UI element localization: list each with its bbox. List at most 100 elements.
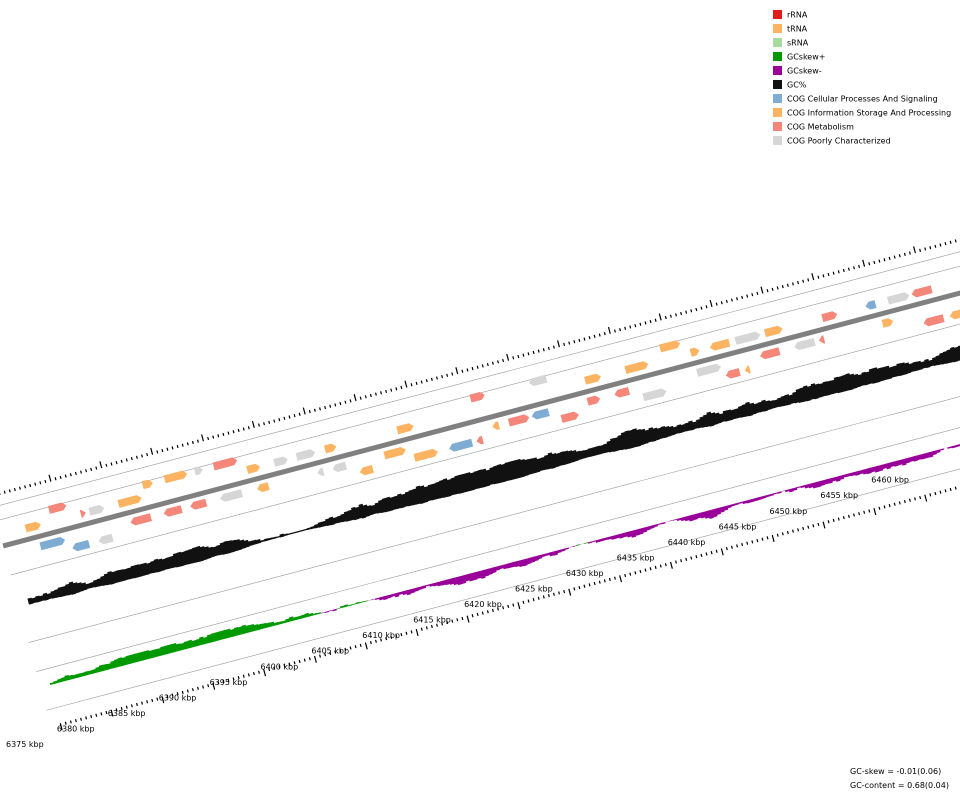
ruler-tick <box>451 372 454 376</box>
gc-skew-negative <box>367 599 372 601</box>
ruler-tick <box>792 529 794 533</box>
gc-skew-negative <box>413 587 419 592</box>
gc-skew-negative <box>525 557 532 565</box>
ruler-tick <box>914 497 916 501</box>
gc-content-bar <box>77 582 84 593</box>
ruler-tick <box>558 591 561 595</box>
gc-skew-negative <box>935 449 941 454</box>
ruler-tick <box>232 677 235 681</box>
gc-skew-negative <box>831 476 837 482</box>
gene <box>39 537 66 551</box>
ruler-tick <box>197 686 199 690</box>
gc-content-bar <box>279 533 285 538</box>
ruler-tick <box>166 447 169 451</box>
ruler-tick <box>908 498 911 502</box>
ruler-tick <box>436 623 438 627</box>
ruler-tick <box>858 264 861 269</box>
ruler-label: 6460 kbp <box>871 476 909 485</box>
ruler-tick <box>675 313 677 317</box>
gc-skew-negative <box>664 520 670 523</box>
gene <box>734 331 761 345</box>
ruler-tick <box>949 240 952 244</box>
gc-skew-positive <box>312 612 318 616</box>
legend-swatch <box>773 52 782 61</box>
gc-content-bar <box>378 499 386 514</box>
ruler-tick <box>329 651 332 656</box>
gc-content-bar <box>169 555 177 569</box>
gc-content-bar <box>802 385 811 402</box>
gc-content-bar <box>559 451 568 466</box>
gc-content-bar <box>199 546 208 561</box>
gc-content-bar <box>27 597 34 605</box>
ruler-tick <box>293 414 296 418</box>
ruler-tick <box>878 506 881 510</box>
ruler-tick <box>639 322 642 326</box>
gene <box>163 505 183 517</box>
gc-content-bar <box>252 539 258 546</box>
ruler-tick <box>741 542 744 547</box>
ruler-tick <box>502 358 505 363</box>
gc-skew-negative <box>877 464 884 472</box>
gc-content-bar <box>435 481 444 499</box>
gc-content-bar <box>935 355 943 366</box>
ruler-tick <box>613 329 616 333</box>
gc-content-bar <box>912 361 919 372</box>
gc-content-bar <box>473 470 483 489</box>
ruler-tick <box>512 356 515 360</box>
ruler-tick <box>222 680 225 684</box>
gene <box>72 539 91 552</box>
ruler-tick <box>695 555 698 559</box>
ruler-tick <box>201 434 204 442</box>
gc-skew-negative <box>506 562 512 569</box>
legend-label: GCskew+ <box>787 53 825 62</box>
gene <box>821 311 838 322</box>
ruler-tick <box>268 667 271 672</box>
gene <box>659 340 681 353</box>
ruler-tick <box>573 340 576 344</box>
ruler-tick <box>425 626 428 630</box>
ruler-label: 6375 kbp <box>6 740 44 749</box>
gc-content-bar <box>180 551 189 566</box>
gc-skew-negative <box>734 502 740 506</box>
gc-content-bar <box>343 511 351 522</box>
gc-content-bar <box>644 429 653 443</box>
gc-skew-negative <box>498 564 504 570</box>
ruler-tick <box>786 283 789 287</box>
gc-content-bar <box>949 346 958 363</box>
gc-content-bar <box>777 397 784 408</box>
ruler-tick <box>130 457 133 461</box>
ruler-tick <box>573 587 576 591</box>
ruler-tick <box>181 690 184 694</box>
ruler-tick <box>761 537 764 541</box>
gc-content-bar <box>134 564 142 578</box>
gc-content-bar <box>138 563 146 577</box>
gene <box>469 392 485 403</box>
gc-content-bar <box>248 540 254 547</box>
ruler-tick <box>771 534 775 542</box>
ruler-tick <box>563 589 566 594</box>
ruler-tick <box>817 522 820 527</box>
gc-skew-negative <box>606 536 612 540</box>
gc-skew-negative <box>587 541 593 544</box>
legend-swatch <box>773 66 782 75</box>
gc-skew-positive <box>269 621 275 627</box>
ruler-tick <box>939 490 942 494</box>
ruler-tick <box>385 389 388 394</box>
gc-content-bar <box>872 367 881 383</box>
gc-skew-negative <box>676 517 682 522</box>
gc-content-bar <box>347 509 355 521</box>
ruler-tick <box>288 662 291 666</box>
ruler-tick <box>888 504 891 508</box>
ruler-tick <box>878 259 881 263</box>
gene <box>141 479 153 490</box>
ruler-tick <box>268 420 271 424</box>
ruler-tick <box>736 544 739 548</box>
ruler-tick <box>125 458 128 462</box>
ruler-tick <box>944 489 947 493</box>
ruler-tick <box>313 655 317 663</box>
gene <box>413 448 438 462</box>
gene <box>332 461 348 472</box>
ruler-tick <box>700 306 703 310</box>
gene <box>212 457 238 471</box>
ruler-tick <box>822 521 826 529</box>
